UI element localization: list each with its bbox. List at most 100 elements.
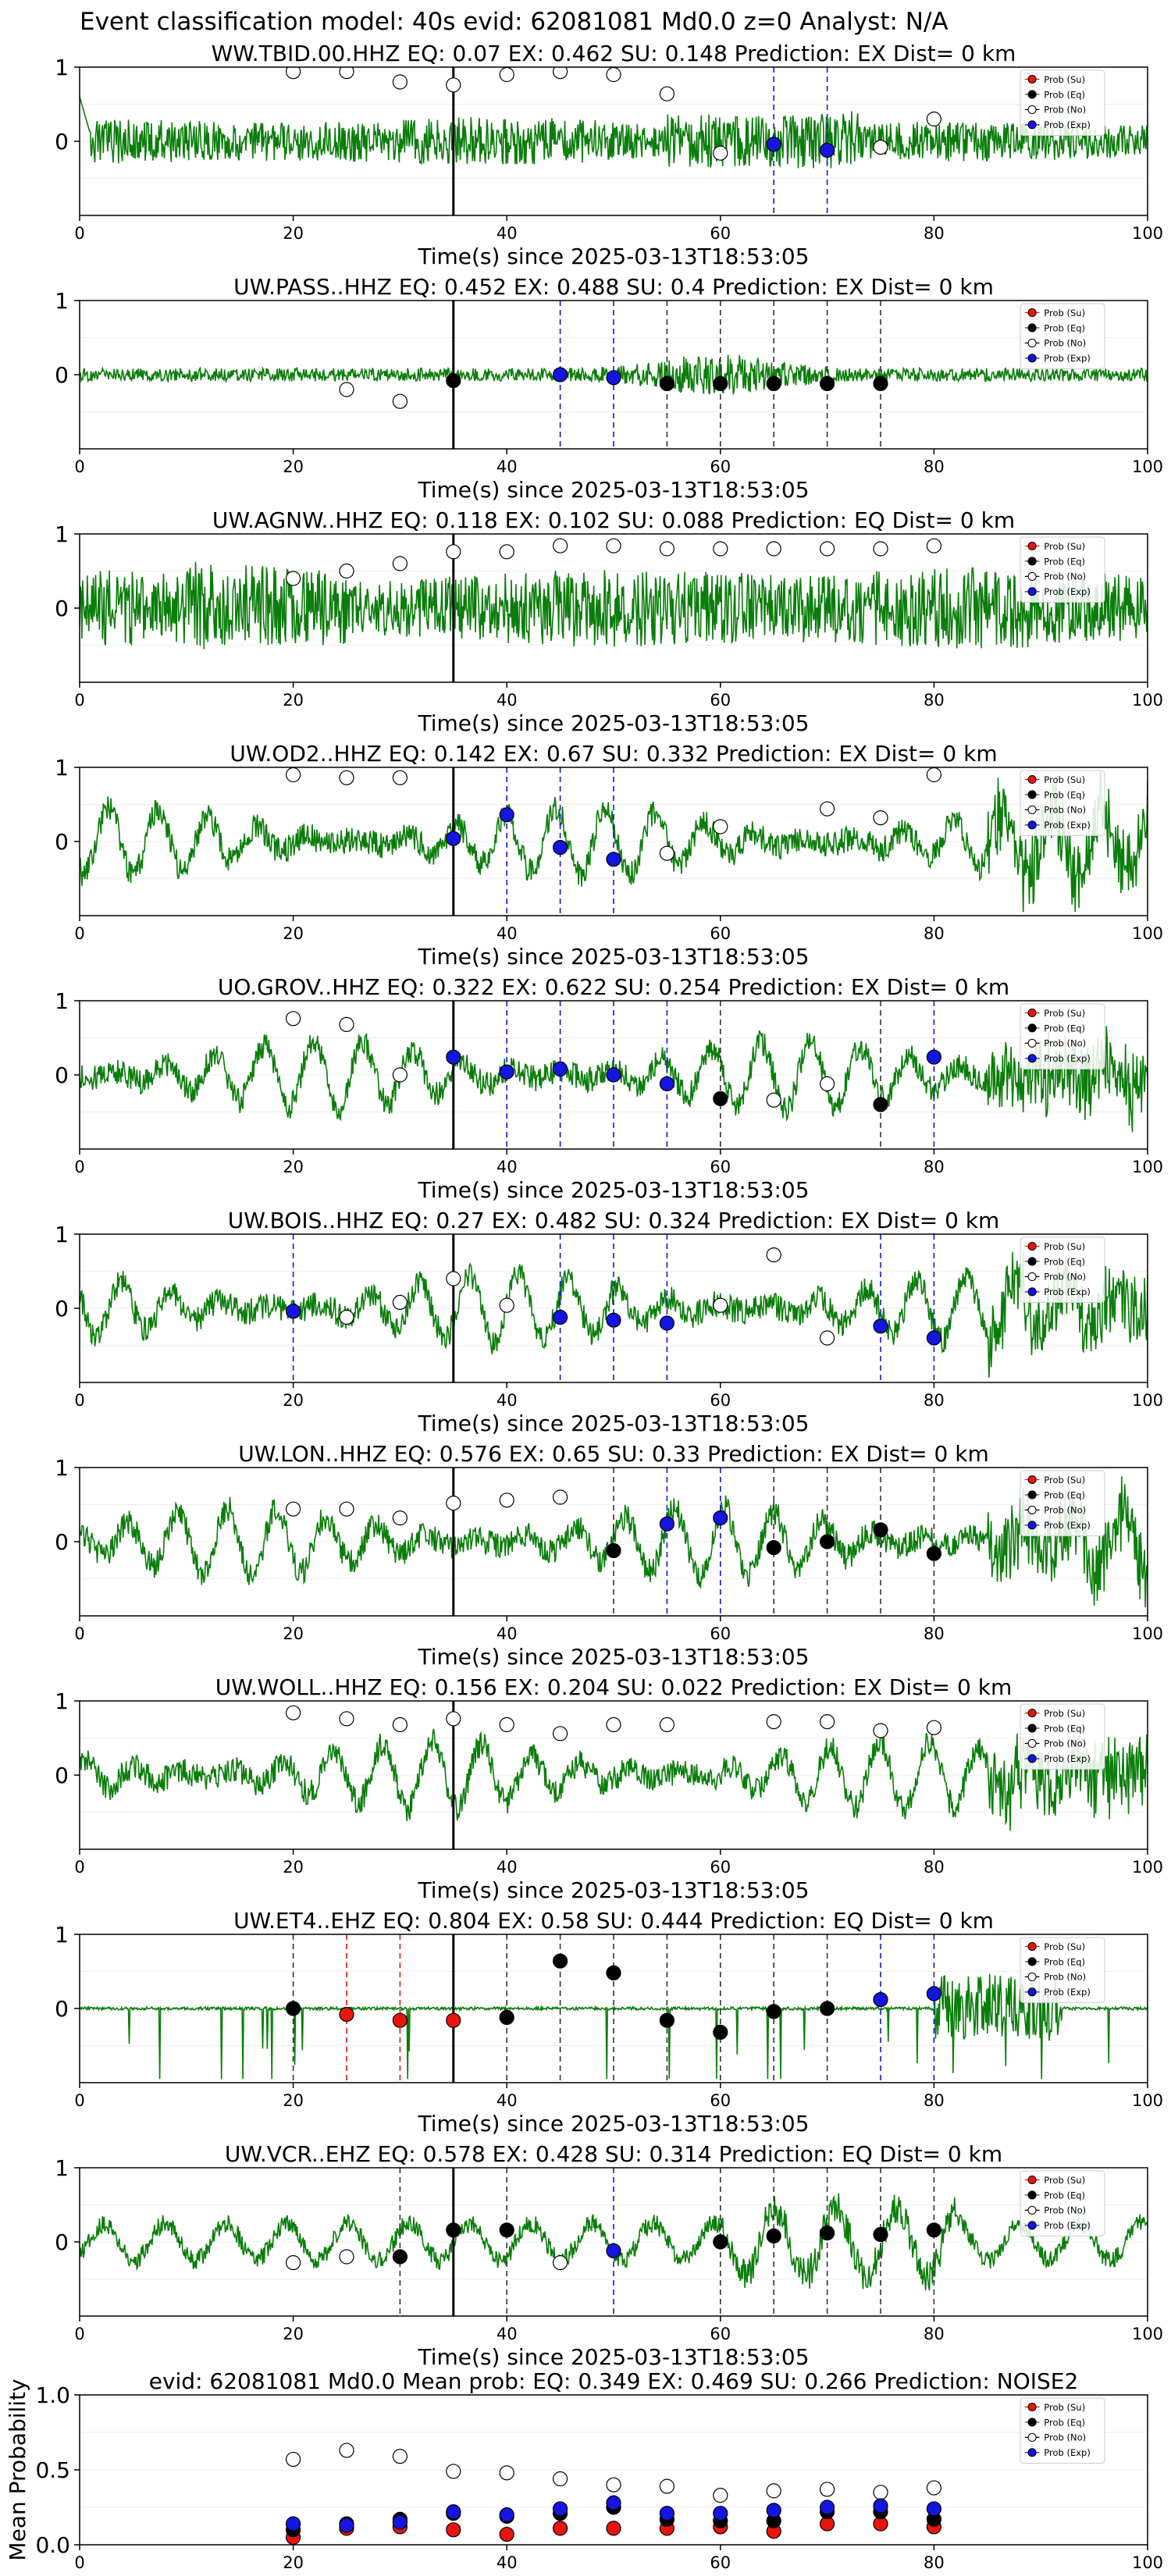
legend-label-su: Prob (Su) — [1044, 774, 1085, 785]
prob-marker-exp — [606, 2243, 621, 2258]
legend-marker-su — [1027, 308, 1037, 318]
legend-label-eq: Prob (Eq) — [1044, 2417, 1085, 2428]
x-tick-label: 60 — [710, 1391, 731, 1410]
mean-marker-su — [446, 2522, 461, 2538]
x-tick-label: 40 — [497, 1391, 518, 1410]
x-tick-label: 40 — [497, 224, 518, 243]
x-tick-label: 80 — [924, 1624, 945, 1643]
prob-marker-no — [392, 1717, 408, 1732]
y-tick-label: 1 — [55, 1222, 69, 1247]
mean-marker-exp — [392, 2514, 408, 2530]
panel-title: UW.LON..HHZ EQ: 0.576 EX: 0.65 SU: 0.33 … — [238, 1441, 989, 1467]
legend-frame — [1020, 2397, 1105, 2464]
legend-marker-no — [1027, 1272, 1037, 1281]
legend-marker-exp — [1027, 587, 1037, 596]
legend-marker-su — [1027, 1241, 1037, 1251]
legend-label-eq: Prob (Eq) — [1044, 89, 1085, 100]
prob-marker-no — [286, 1501, 301, 1517]
legend-frame — [1020, 1703, 1105, 1770]
x-tick-label: 20 — [283, 457, 304, 476]
legend-marker-eq — [1027, 2418, 1037, 2427]
legend-label-su: Prob (Su) — [1044, 74, 1085, 85]
legend-label-no: Prob (No) — [1044, 2205, 1086, 2216]
x-tick-label: 80 — [924, 224, 945, 243]
prob-marker-eq — [873, 1522, 888, 1538]
legend-marker-no — [1027, 105, 1037, 114]
legend-label-eq: Prob (Eq) — [1044, 1256, 1085, 1267]
prob-marker-eq — [713, 1091, 728, 1107]
prob-marker-no — [499, 544, 514, 560]
mean-marker-no — [606, 2477, 621, 2492]
mean-probability-panel: evid: 62081081 Md0.0 Mean prob: EQ: 0.34… — [5, 2368, 1163, 2572]
prob-marker-no — [392, 1510, 408, 1526]
legend-label-exp: Prob (Exp) — [1044, 353, 1091, 364]
legend-label-exp: Prob (Exp) — [1044, 1053, 1091, 1064]
legend-item-exp: Prob (Exp) — [1024, 1053, 1091, 1064]
prob-marker-no — [392, 393, 408, 409]
y-tick-label: 0 — [55, 362, 69, 388]
prob-marker-no — [392, 770, 408, 785]
prob-marker-no — [819, 1076, 835, 1092]
x-tick-label: 100 — [1132, 1158, 1163, 1176]
mean-marker-exp — [766, 2503, 781, 2518]
legend-item-eq: Prob (Eq) — [1024, 1723, 1085, 1734]
prob-marker-no — [446, 1495, 461, 1511]
x-tick-label: 40 — [497, 457, 518, 476]
x-tick-label: 80 — [924, 2325, 945, 2343]
prob-marker-exp — [552, 1061, 568, 1077]
station-panel: UW.BOIS..HHZ EQ: 0.27 EX: 0.482 SU: 0.32… — [55, 1208, 1163, 1436]
legend-marker-su — [1027, 74, 1037, 84]
legend-label-exp: Prob (Exp) — [1044, 820, 1091, 831]
y-axis-label: Mean Probability — [5, 2379, 30, 2560]
mean-marker-no — [713, 2488, 728, 2503]
x-tick-label: 0 — [74, 691, 84, 710]
legend-marker-exp — [1027, 354, 1037, 363]
plot-area — [80, 534, 1148, 682]
prob-marker-no — [659, 845, 675, 861]
x-tick-label: 80 — [924, 1858, 945, 1877]
prob-marker-no — [339, 770, 354, 785]
prob-marker-eq — [873, 1097, 888, 1112]
prob-marker-exp — [499, 1064, 514, 1080]
legend-item-no: Prob (No) — [1024, 2205, 1086, 2216]
legend-item-no: Prob (No) — [1024, 805, 1086, 816]
legend-label-exp: Prob (Exp) — [1044, 586, 1091, 597]
x-tick-label: 40 — [497, 2553, 518, 2572]
prob-marker-su — [392, 2012, 408, 2028]
legend-marker-su — [1027, 541, 1037, 551]
legend-marker-exp — [1027, 2221, 1037, 2230]
prob-marker-eq — [606, 1542, 621, 1559]
y-tick-label: 0 — [55, 1062, 69, 1088]
legend-label-no: Prob (No) — [1044, 105, 1086, 116]
legend-item-su: Prob (Su) — [1024, 1475, 1085, 1485]
x-tick-label: 100 — [1132, 924, 1163, 943]
prob-marker-no — [286, 767, 301, 783]
prob-marker-su — [339, 2007, 354, 2023]
x-tick-label: 0 — [74, 457, 84, 476]
legend-label-eq: Prob (Eq) — [1044, 1489, 1085, 1500]
mean-marker-no — [926, 2480, 942, 2496]
legend-marker-eq — [1027, 1023, 1037, 1033]
prob-marker-exp — [606, 1312, 621, 1328]
plot-area — [80, 1934, 1148, 2083]
x-tick-label: 20 — [283, 1391, 304, 1410]
y-tick-label: 0.0 — [35, 2532, 70, 2558]
plot-area — [80, 767, 1148, 916]
legend-marker-no — [1027, 338, 1037, 347]
prob-marker-su — [446, 2012, 461, 2028]
prob-marker-exp — [606, 1067, 621, 1083]
prob-marker-eq — [873, 2226, 888, 2243]
x-tick-label: 20 — [283, 224, 304, 243]
x-tick-label: 20 — [283, 1158, 304, 1176]
legend-label-exp: Prob (Exp) — [1044, 2447, 1091, 2458]
station-panel: UW.PASS..HHZ EQ: 0.452 EX: 0.488 SU: 0.4… — [55, 274, 1163, 503]
x-tick-label: 80 — [924, 2091, 945, 2110]
prob-marker-no — [873, 1723, 888, 1738]
legend-item-eq: Prob (Eq) — [1024, 2190, 1085, 2201]
x-tick-label: 40 — [497, 1858, 518, 1877]
legend: Prob (Su) Prob (Eq) Prob (No) Prob (Exp) — [1020, 536, 1105, 603]
panel-title: UW.ET4..EHZ EQ: 0.804 EX: 0.58 SU: 0.444… — [233, 1908, 994, 1934]
legend-marker-exp — [1027, 2448, 1037, 2457]
legend-marker-eq — [1027, 323, 1037, 333]
